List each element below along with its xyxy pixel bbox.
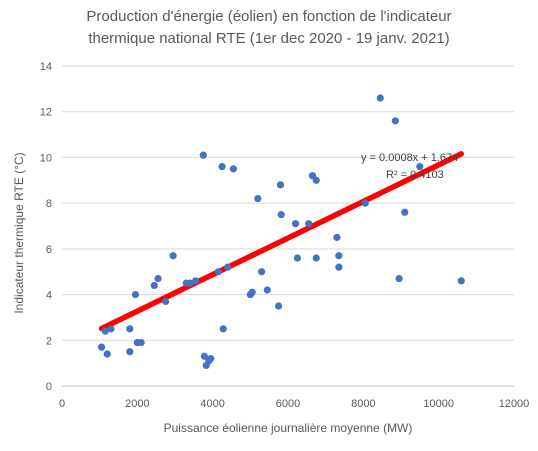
trendline: [98, 151, 465, 332]
data-point: [161, 297, 170, 306]
x-tick-label: 2000: [125, 398, 149, 410]
y-tick-label: 10: [40, 152, 52, 164]
data-point: [218, 162, 226, 171]
data-point: [305, 220, 313, 228]
data-point: [376, 94, 384, 102]
data-point: [293, 254, 302, 262]
data-point: [207, 354, 215, 363]
trendline-equation: y = 0.0008x + 1.674: [361, 152, 458, 164]
chart-title-line-2: thermique national RTE (1er dec 2020 - 1…: [88, 30, 449, 47]
data-point: [224, 263, 232, 271]
data-point: [126, 348, 134, 356]
y-tick-label: 8: [46, 198, 52, 210]
data-point: [254, 194, 262, 203]
x-tick-label: 8000: [351, 398, 375, 410]
data-point: [335, 252, 343, 260]
y-tick-label: 4: [46, 290, 52, 302]
data-point: [312, 176, 320, 184]
data-point: [258, 268, 266, 276]
data-point: [154, 274, 162, 283]
data-point: [101, 327, 109, 335]
x-tick-label: 0: [59, 398, 65, 410]
data-point: [361, 199, 369, 207]
data-points: [97, 94, 465, 370]
data-point: [248, 288, 256, 296]
data-point: [416, 162, 424, 171]
data-point: [457, 277, 465, 285]
data-point: [97, 343, 106, 351]
x-tick-label: 12000: [499, 398, 530, 410]
trendline-group: [98, 151, 465, 332]
data-point: [335, 263, 343, 271]
data-point: [263, 286, 271, 294]
data-point: [277, 210, 285, 219]
data-point: [274, 302, 283, 310]
data-point: [395, 274, 403, 283]
y-axis-title: Indicateur thermique RTE (°C): [12, 152, 26, 313]
x-axis-title: Puissance éolienne journalière moyenne (…: [164, 421, 413, 435]
x-tick-label: 4000: [200, 398, 224, 410]
gridlines: [62, 65, 514, 387]
data-point: [276, 181, 285, 189]
data-point: [291, 220, 300, 228]
tick-labels: 0 2 4 6 8 10 12 14 0 2000 4000 6000 8000 10000 12000: [40, 61, 530, 410]
data-point: [192, 277, 200, 285]
data-point: [214, 268, 222, 276]
data-point: [219, 325, 227, 333]
data-point: [200, 352, 208, 360]
y-tick-label: 2: [46, 335, 52, 347]
y-tick-label: 0: [46, 381, 52, 393]
data-point: [107, 325, 115, 333]
data-point: [312, 254, 320, 262]
data-point: [131, 290, 140, 299]
r-squared-label: R² = 0.4103: [386, 169, 444, 181]
data-point: [229, 165, 237, 173]
x-tick-label: 6000: [276, 398, 300, 410]
y-tick-label: 6: [46, 244, 52, 256]
data-point: [333, 233, 341, 242]
data-point: [150, 281, 158, 290]
data-point: [401, 208, 409, 216]
data-point: [391, 117, 399, 125]
y-tick-label: 14: [40, 61, 52, 73]
data-point: [137, 338, 145, 347]
data-point: [186, 279, 194, 287]
data-point: [199, 151, 207, 159]
data-point: [126, 325, 134, 333]
chart-title-line-1: Production d'énergie (éolien) en fonctio…: [86, 8, 451, 25]
data-point: [103, 350, 111, 358]
x-tick-label: 10000: [423, 398, 454, 410]
data-point: [169, 252, 177, 260]
y-tick-label: 12: [40, 107, 52, 119]
